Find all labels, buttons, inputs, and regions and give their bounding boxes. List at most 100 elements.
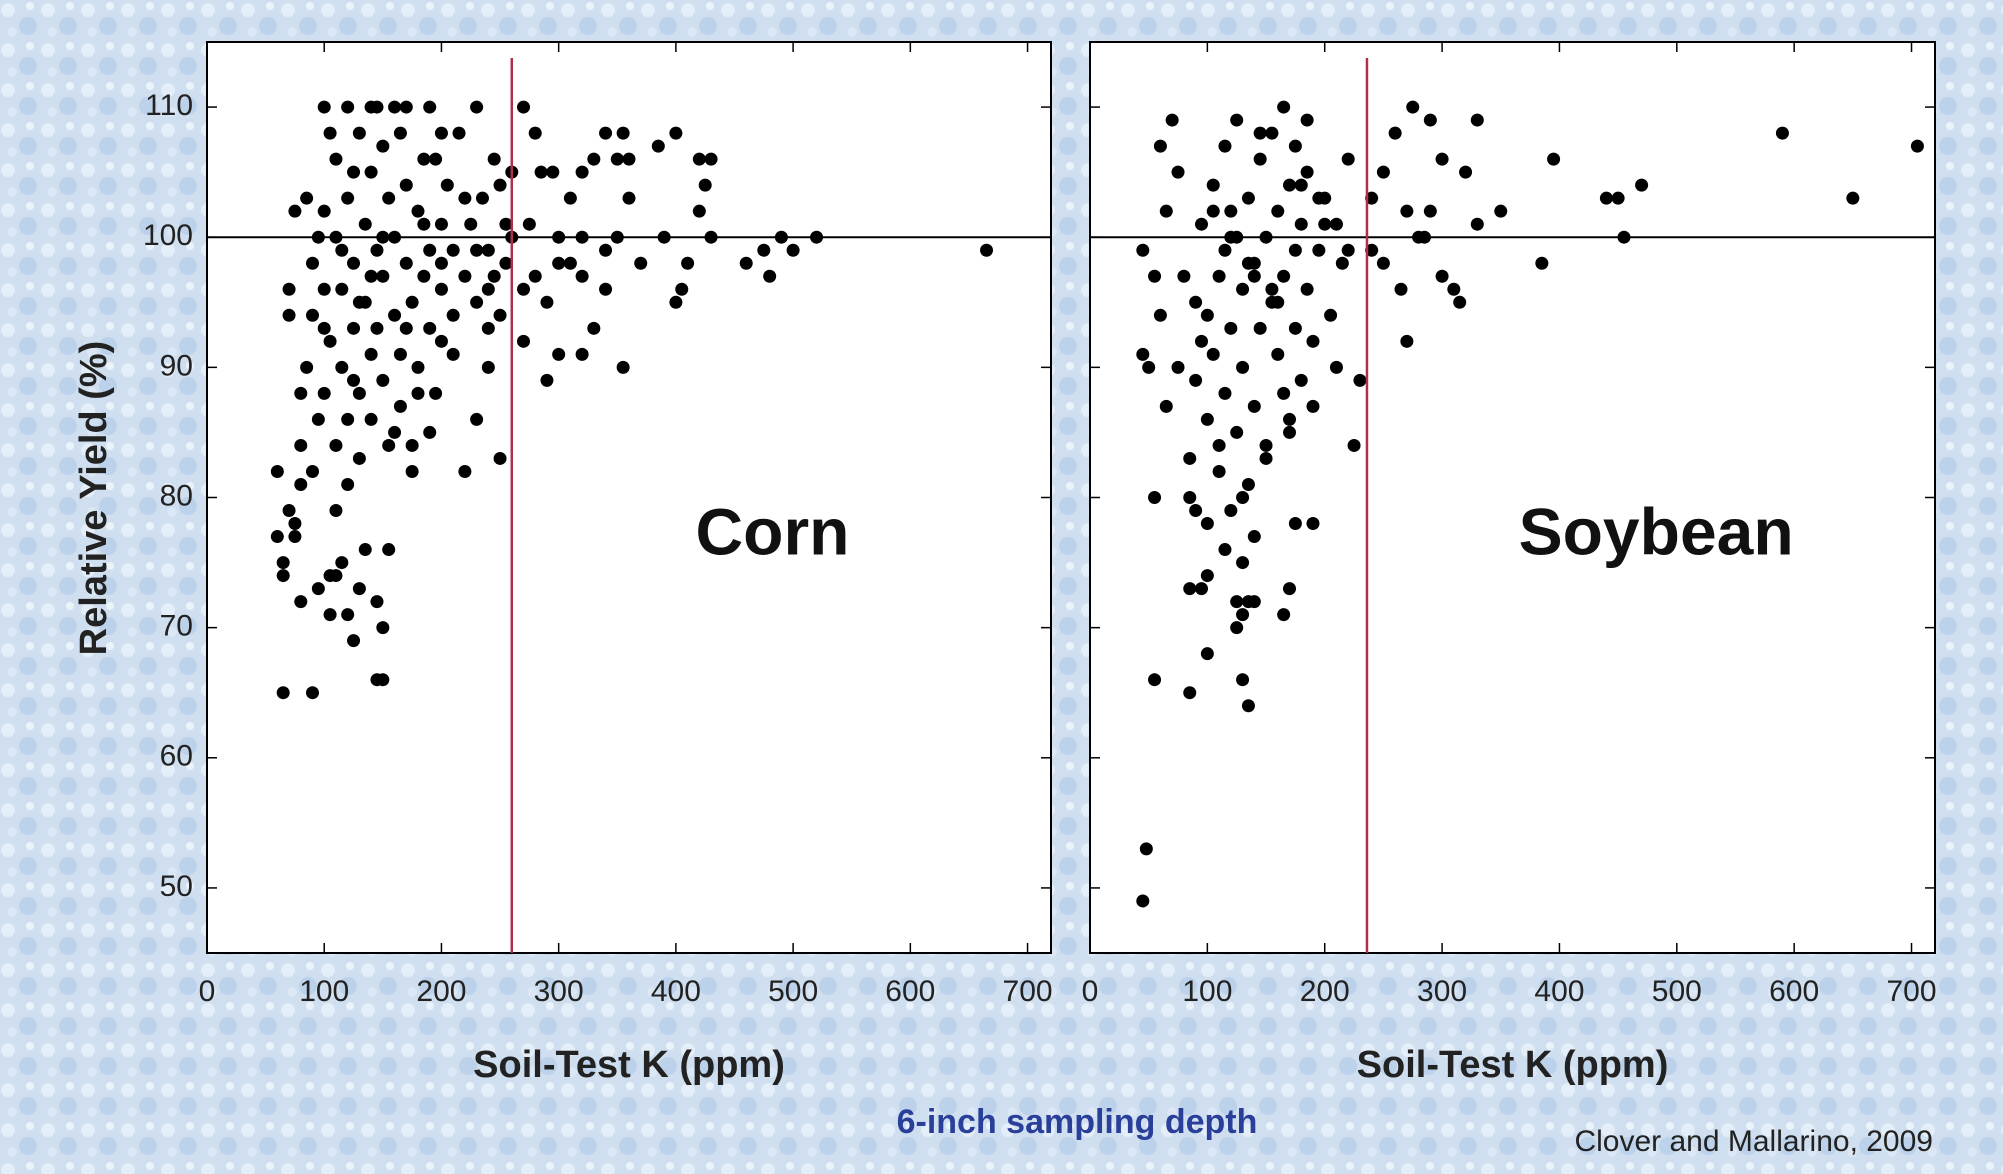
point — [534, 165, 548, 179]
x-tick-label: 400 — [651, 975, 701, 1008]
point — [493, 178, 507, 192]
point — [1283, 412, 1297, 426]
point — [1189, 504, 1203, 518]
point — [399, 100, 413, 114]
point — [481, 243, 495, 257]
point — [288, 204, 302, 218]
point — [475, 191, 489, 205]
point — [1365, 243, 1379, 257]
point — [681, 256, 695, 270]
point — [458, 269, 472, 283]
point — [1153, 308, 1167, 322]
point — [335, 282, 349, 296]
point — [1277, 100, 1291, 114]
point — [1265, 126, 1279, 140]
point — [1200, 569, 1214, 583]
point — [1159, 204, 1173, 218]
point — [1212, 438, 1226, 452]
point — [1459, 165, 1473, 179]
point — [599, 126, 613, 140]
point — [323, 569, 337, 583]
point — [1253, 152, 1267, 166]
point — [1136, 243, 1150, 257]
point — [1189, 373, 1203, 387]
point — [323, 126, 337, 140]
point — [1283, 425, 1297, 439]
point — [1406, 100, 1420, 114]
point — [1236, 360, 1250, 374]
point — [446, 243, 460, 257]
point — [341, 412, 355, 426]
point — [1329, 360, 1343, 374]
y-tick-label: 80 — [160, 479, 193, 512]
point — [382, 438, 396, 452]
point — [1183, 451, 1197, 465]
point — [323, 608, 337, 622]
point — [382, 543, 396, 557]
point — [347, 165, 361, 179]
point — [1206, 204, 1220, 218]
x-axis-title: Soil-Test K (ppm) — [1357, 1044, 1669, 1086]
point — [352, 451, 366, 465]
x-tick-label: 400 — [1534, 975, 1584, 1008]
point — [1394, 282, 1408, 296]
point — [563, 256, 577, 270]
point — [352, 386, 366, 400]
point — [1247, 530, 1261, 544]
point — [1253, 126, 1267, 140]
point — [1218, 139, 1232, 153]
point — [388, 425, 402, 439]
y-tick-label: 70 — [160, 610, 193, 643]
point — [347, 373, 361, 387]
point — [1206, 347, 1220, 361]
point — [423, 321, 437, 335]
point — [563, 191, 577, 205]
point — [1271, 295, 1285, 309]
point — [1194, 217, 1208, 231]
point — [1335, 256, 1349, 270]
point — [651, 139, 665, 153]
y-tick-label: 60 — [160, 740, 193, 773]
x-tick-label: 200 — [416, 975, 466, 1008]
point — [306, 686, 319, 700]
point — [300, 191, 314, 205]
point — [1341, 152, 1355, 166]
point — [1259, 438, 1273, 452]
point — [1230, 621, 1244, 635]
point — [335, 556, 349, 570]
point — [704, 152, 718, 166]
point — [669, 295, 683, 309]
point — [470, 100, 484, 114]
point — [1277, 386, 1291, 400]
x-tick-label: 0 — [199, 975, 216, 1008]
point — [1611, 191, 1625, 205]
point — [546, 165, 560, 179]
point — [1224, 321, 1238, 335]
point — [786, 243, 800, 257]
point — [1306, 517, 1320, 531]
point — [1294, 178, 1308, 192]
point — [434, 282, 448, 296]
point — [306, 256, 319, 270]
point — [1329, 217, 1343, 231]
point — [1376, 256, 1390, 270]
point — [306, 464, 319, 478]
point — [1136, 347, 1150, 361]
point — [411, 386, 425, 400]
point — [282, 282, 296, 296]
point — [370, 595, 384, 609]
point — [692, 204, 706, 218]
source: Clover and Mallarino, 2009 — [1574, 1125, 1933, 1158]
point — [1494, 204, 1508, 218]
point — [429, 386, 443, 400]
x-tick-label: 500 — [1652, 975, 1702, 1008]
point — [675, 282, 689, 296]
point — [376, 673, 390, 687]
point — [1435, 152, 1449, 166]
point — [1271, 204, 1285, 218]
point — [1183, 491, 1197, 504]
point — [317, 282, 331, 296]
point — [1470, 113, 1484, 127]
point — [522, 217, 536, 231]
point — [358, 217, 372, 231]
